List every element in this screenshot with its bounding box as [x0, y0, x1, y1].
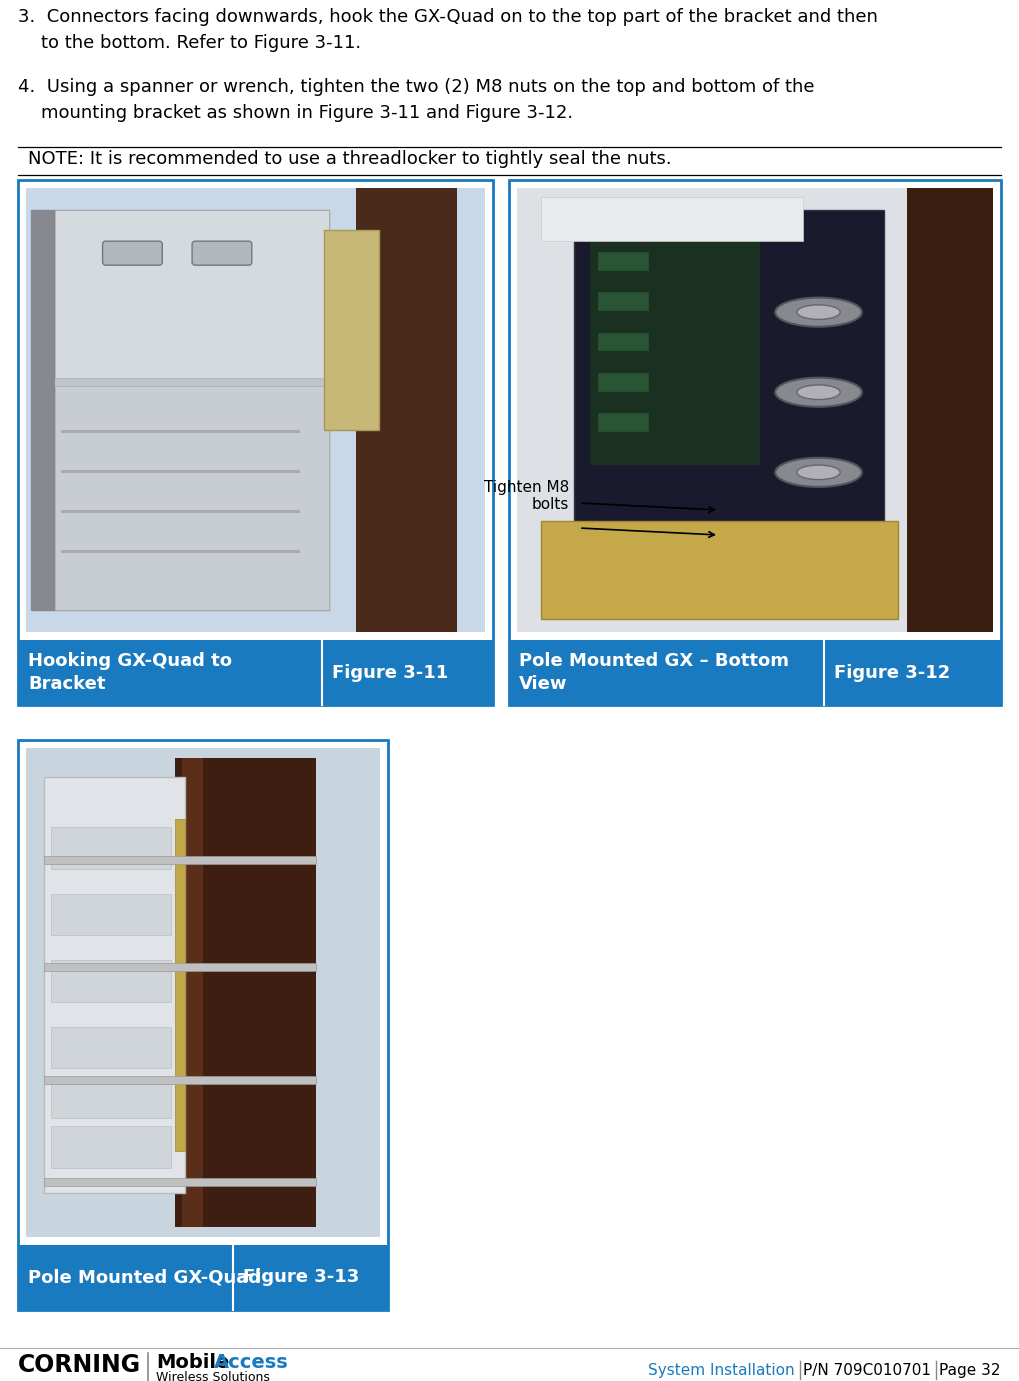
Bar [61, 429, 300, 434]
Bar [174, 758, 316, 1228]
Bar [26, 749, 380, 1237]
Ellipse shape [797, 385, 841, 399]
Bar [18, 180, 493, 704]
Bar [18, 1246, 388, 1311]
Text: P/N 709C010701: P/N 709C010701 [803, 1363, 931, 1377]
Bar [51, 894, 171, 935]
Bar [31, 210, 329, 610]
Bar [357, 188, 458, 632]
Bar [574, 210, 883, 574]
Text: Tighten M8
bolts: Tighten M8 bolts [484, 481, 569, 512]
Bar [541, 197, 803, 242]
Bar [357, 311, 379, 322]
FancyBboxPatch shape [193, 242, 252, 265]
Text: Pole Mounted GX – Bottom
View: Pole Mounted GX – Bottom View [519, 652, 789, 693]
Bar [598, 373, 649, 392]
Ellipse shape [775, 297, 862, 327]
Bar [510, 180, 1001, 704]
Bar [181, 758, 203, 1228]
Bar [541, 521, 898, 619]
Bar [174, 819, 185, 1152]
Bar [31, 210, 55, 610]
Bar [51, 1077, 171, 1119]
Bar [598, 333, 649, 351]
Bar [55, 387, 329, 610]
Text: Hooking GX-Quad to
Bracket: Hooking GX-Quad to Bracket [28, 652, 232, 693]
Bar [51, 827, 171, 869]
Bar [61, 510, 300, 514]
Text: Mobile: Mobile [156, 1353, 229, 1371]
Bar [51, 960, 171, 1001]
Bar [44, 778, 185, 1193]
Bar [26, 188, 485, 632]
Ellipse shape [797, 305, 841, 319]
Text: Access: Access [214, 1353, 288, 1371]
Bar [18, 740, 388, 1311]
Bar [324, 231, 379, 429]
Bar [510, 639, 1001, 704]
Bar [517, 188, 993, 632]
Bar [61, 470, 300, 474]
Bar [44, 856, 316, 863]
Bar [51, 1127, 171, 1168]
Text: Page 32: Page 32 [940, 1363, 1001, 1377]
Bar [598, 413, 649, 432]
Text: CORNING: CORNING [18, 1353, 141, 1377]
Bar [18, 639, 493, 704]
Text: Wireless Solutions: Wireless Solutions [156, 1371, 270, 1381]
Bar [598, 293, 649, 311]
Text: Figure 3-12: Figure 3-12 [834, 663, 950, 681]
Bar [44, 1178, 316, 1186]
Text: 4.  Using a spanner or wrench, tighten the two (2) M8 nuts on the top and bottom: 4. Using a spanner or wrench, tighten th… [18, 77, 814, 123]
FancyBboxPatch shape [103, 242, 162, 265]
Text: Figure 3-11: Figure 3-11 [332, 663, 448, 681]
Bar [55, 210, 329, 378]
Text: System Installation: System Installation [648, 1363, 795, 1377]
Bar [44, 963, 316, 971]
Ellipse shape [797, 465, 841, 479]
Bar [61, 550, 300, 552]
Bar [907, 188, 993, 632]
Ellipse shape [775, 457, 862, 487]
Text: Pole Mounted GX-Quad: Pole Mounted GX-Quad [28, 1269, 261, 1287]
Bar [51, 1026, 171, 1069]
Ellipse shape [775, 377, 862, 407]
Bar [590, 228, 760, 465]
Text: Figure 3-13: Figure 3-13 [243, 1269, 359, 1287]
Bar [44, 1076, 316, 1084]
Bar [598, 253, 649, 271]
Text: 3.  Connectors facing downwards, hook the GX-Quad on to the top part of the brac: 3. Connectors facing downwards, hook the… [18, 8, 878, 52]
Text: NOTE: It is recommended to use a threadlocker to tightly seal the nuts.: NOTE: It is recommended to use a threadl… [28, 151, 672, 168]
